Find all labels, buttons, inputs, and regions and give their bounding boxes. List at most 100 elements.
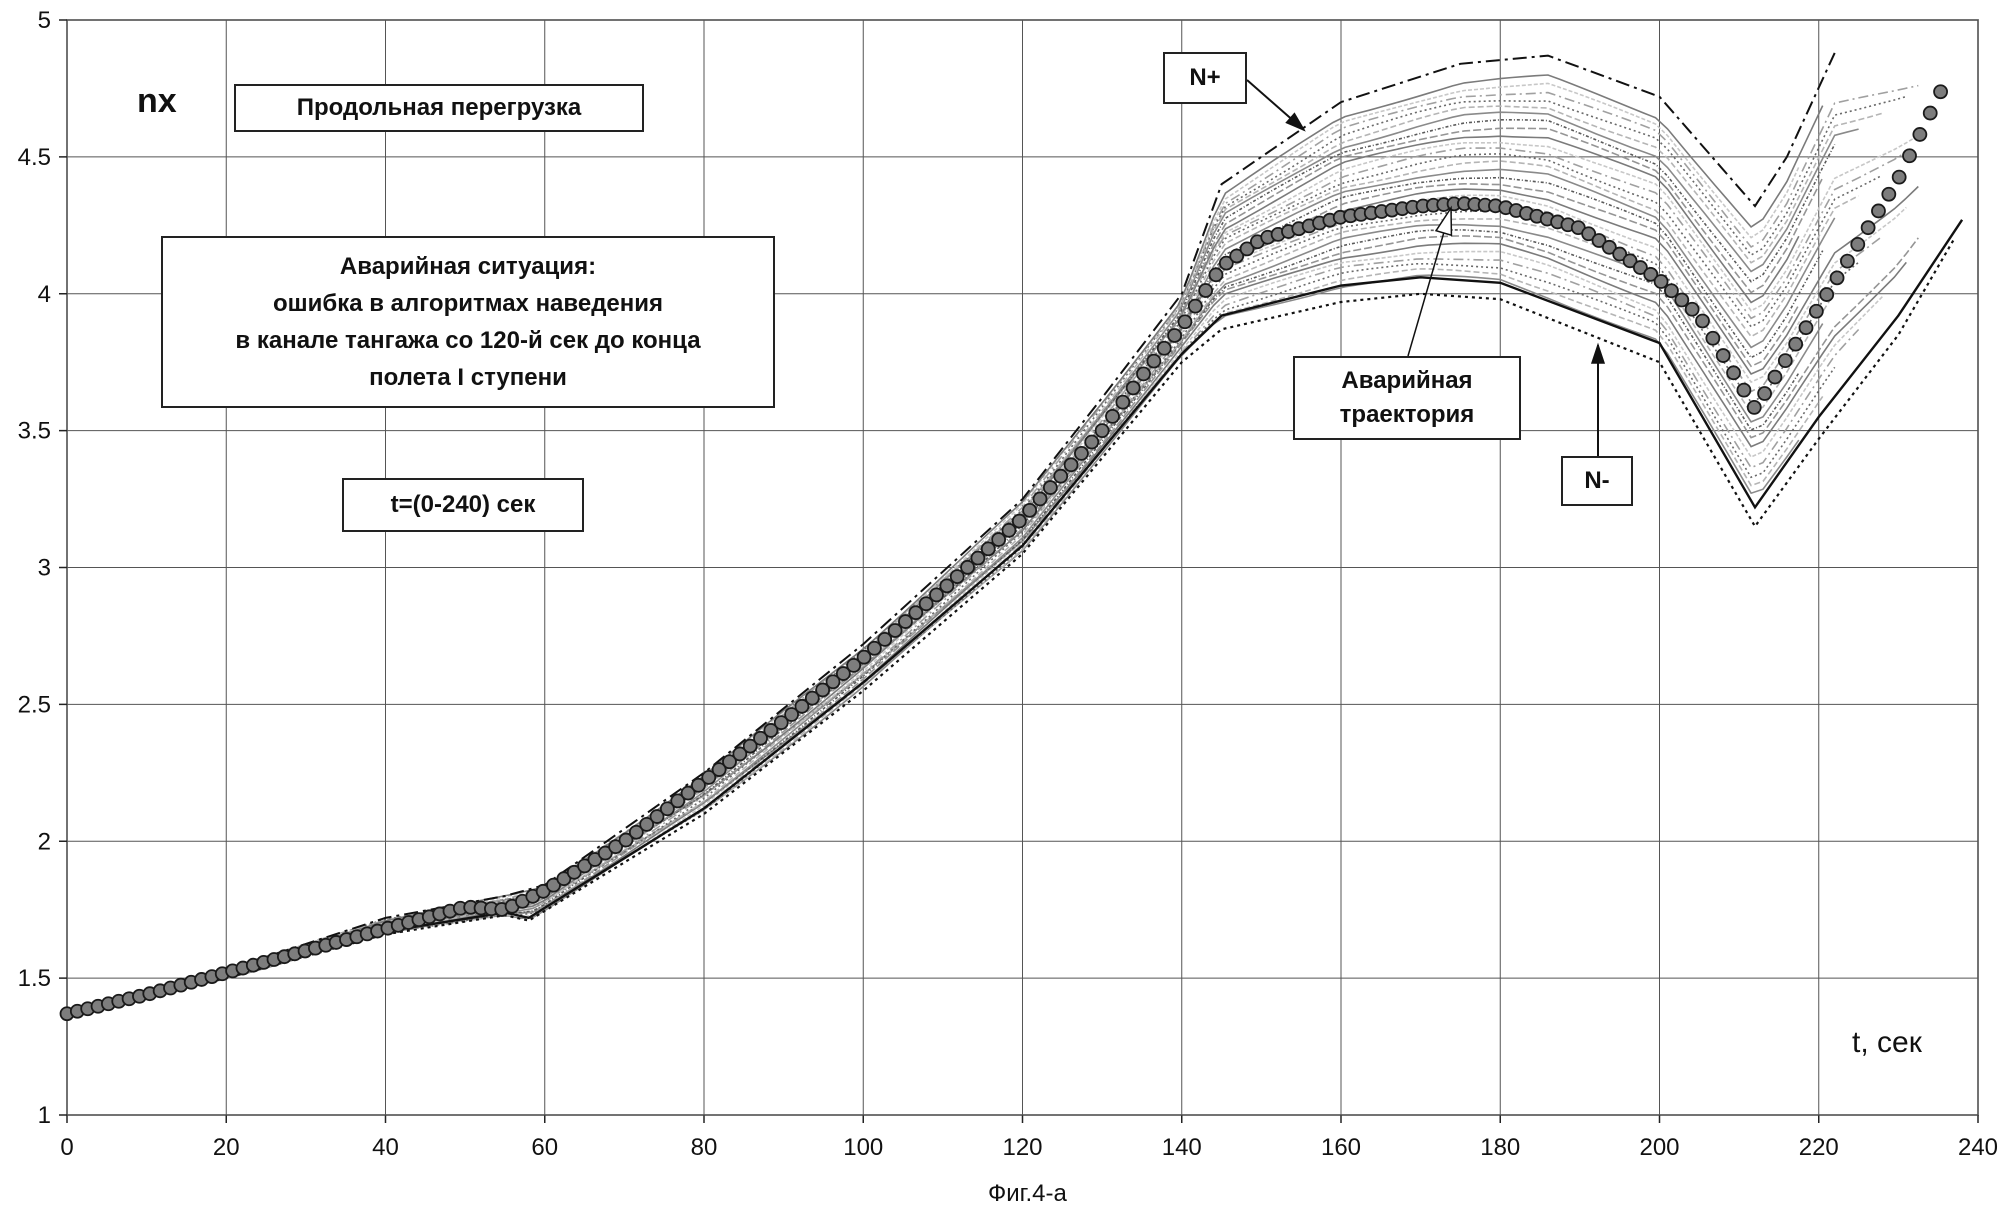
trajectory-point	[1239, 241, 1255, 257]
trajectory-point	[649, 809, 665, 824]
trajectory-point	[546, 877, 561, 893]
trajectory-point	[980, 541, 996, 557]
x-tick-label: 80	[691, 1134, 718, 1161]
trajectory-point	[1705, 330, 1721, 346]
trajectory-point	[929, 587, 944, 603]
x-tick-label: 120	[1002, 1134, 1042, 1161]
y-tick-label: 2.5	[18, 691, 51, 718]
x-tick-label: 100	[843, 1134, 883, 1161]
trajectory-point	[1829, 270, 1845, 286]
situation-line-2: ошибка в алгоритмах наведения	[272, 289, 664, 317]
trajectory-point	[866, 640, 882, 656]
situation-line-1: Аварийная ситуация:	[339, 252, 597, 280]
y-tick-label: 3.5	[18, 418, 51, 445]
trajectory-point	[1105, 408, 1120, 424]
trajectory-point	[1922, 105, 1938, 121]
trajectory-point	[991, 532, 1007, 547]
trajectory-point	[1912, 127, 1928, 142]
trajectory-point	[1612, 246, 1628, 262]
trajectory-point	[691, 777, 706, 793]
situation-box: Аварийная ситуация: ошибка в алгоритмах …	[161, 236, 775, 408]
trajectory-point	[939, 578, 955, 594]
trajectory-point	[732, 746, 748, 762]
title-box: Продольная перегрузка	[234, 84, 644, 132]
x-tick-label: 140	[1162, 1134, 1202, 1161]
trajectory-point	[1808, 303, 1824, 319]
emergency-line-1: Аварийная	[1341, 367, 1473, 395]
trajectory-point	[1632, 260, 1648, 275]
bundle-line	[66, 263, 1836, 1013]
trajectory-point	[1653, 274, 1669, 289]
trajectory-point	[1684, 301, 1700, 317]
trajectory-point	[1819, 287, 1835, 302]
trajectory-point	[960, 559, 975, 575]
trajectory-point	[1788, 336, 1804, 352]
trajectory-point	[825, 674, 841, 690]
trajectory-point	[1881, 186, 1897, 202]
trajectory-point	[1136, 366, 1151, 382]
trajectory-point	[1746, 399, 1762, 415]
trajectory-point	[1074, 446, 1089, 461]
y-tick-label: 3	[38, 555, 51, 582]
trajectory-point	[1736, 382, 1752, 398]
series-n-plus-line	[66, 52, 1836, 1012]
trajectory-point	[1891, 169, 1907, 185]
trajectory-point	[1777, 353, 1793, 369]
bundle-line	[66, 84, 1919, 1011]
trajectory-point	[1798, 320, 1814, 336]
x-tick-label: 180	[1480, 1134, 1520, 1161]
trajectory-point	[566, 864, 582, 880]
x-tick-label: 240	[1958, 1134, 1998, 1161]
n-plus-arrow-head	[1285, 112, 1306, 132]
trajectory-point	[1208, 267, 1224, 283]
trajectory-point	[1167, 328, 1182, 343]
trajectory-point	[742, 738, 758, 754]
emergency-trajectory-box: Аварийная траектория	[1293, 356, 1521, 440]
trajectory-point	[1726, 365, 1741, 381]
trajectory-point	[1643, 266, 1659, 282]
trajectory-point	[898, 614, 913, 629]
trajectory-point	[815, 682, 831, 698]
bundle-line	[66, 201, 1883, 1016]
x-tick-label: 0	[60, 1134, 73, 1161]
trajectory-point	[1622, 253, 1638, 269]
trajectory-point	[1022, 502, 1038, 518]
trajectory-point	[887, 623, 903, 638]
bundle-line	[66, 74, 1824, 1014]
trajectory-point	[608, 839, 624, 855]
trajectory-point	[711, 762, 727, 777]
figure-caption: Фиг.4-а	[988, 1180, 1067, 1207]
trajectory-point	[918, 596, 934, 612]
n-minus-arrow-head	[1590, 342, 1606, 364]
bundle-line	[66, 176, 1824, 1012]
trajectory-point	[1146, 353, 1162, 369]
x-tick-label: 40	[372, 1134, 399, 1161]
trajectory-point	[1601, 239, 1617, 255]
trajectory-point	[722, 754, 737, 770]
n-plus-box: N+	[1163, 52, 1247, 104]
trajectory-point	[1187, 298, 1203, 314]
trajectory-point	[1674, 292, 1690, 308]
trajectory-point	[753, 730, 768, 746]
trajectory-point	[877, 631, 893, 647]
trajectory-point	[1198, 283, 1214, 298]
emergency-line-2: траектория	[1339, 401, 1475, 428]
trajectory-point	[577, 858, 592, 874]
bundle-line	[66, 218, 1836, 1013]
trajectory-point	[1850, 236, 1866, 252]
trajectory-point	[1871, 203, 1886, 219]
emergency-arrow-head	[1434, 205, 1453, 237]
trajectory-point	[784, 707, 799, 722]
trajectory-point	[1063, 457, 1079, 473]
trajectory-point	[794, 698, 810, 714]
trajectory-point	[1902, 148, 1917, 164]
time-range-text: t=(0-240) сек	[390, 491, 536, 519]
trajectory-point	[1125, 380, 1141, 396]
bundle-line	[66, 82, 1800, 1012]
trajectory-point	[556, 871, 572, 887]
trajectory-point	[1664, 283, 1679, 299]
trajectory-point	[1218, 255, 1234, 271]
x-tick-label: 220	[1799, 1134, 1839, 1161]
trajectory-point	[1115, 394, 1131, 410]
